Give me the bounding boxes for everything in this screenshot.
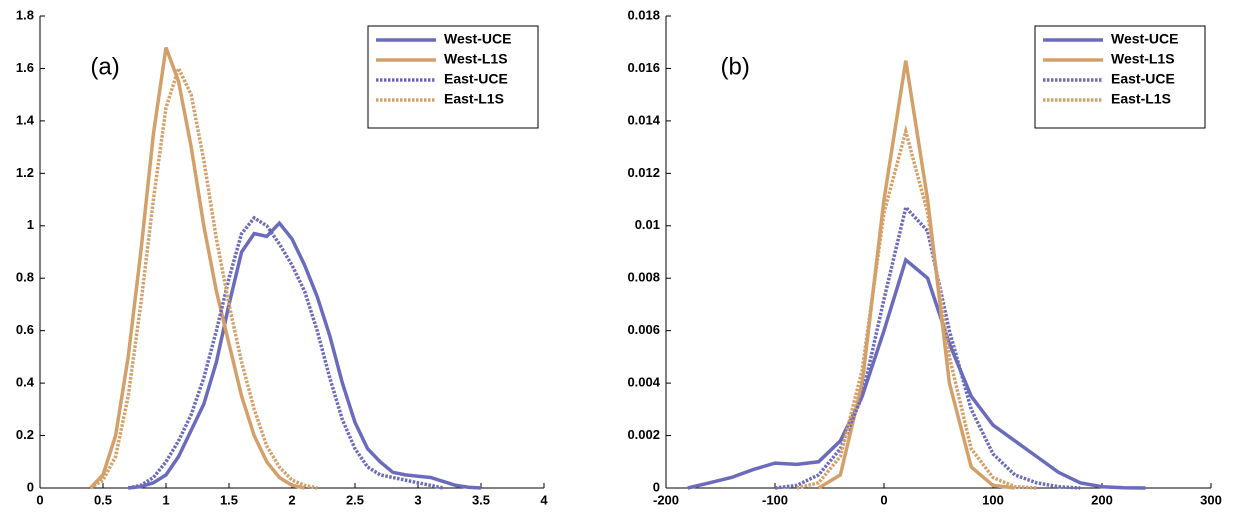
legend-box	[367, 25, 539, 129]
y-tick-label: 0.008	[627, 270, 660, 285]
x-tick-label: 200	[1091, 492, 1113, 507]
x-tick-label: 3	[414, 492, 421, 507]
legend-label: West-L1S	[444, 51, 508, 67]
series-line	[774, 203, 1081, 490]
series-line	[796, 124, 1037, 490]
series-line	[128, 220, 482, 490]
legend-label: East-L1S	[1111, 91, 1171, 107]
annotation: (a)	[90, 53, 119, 80]
legend-label: East-UCE	[444, 71, 508, 87]
series-line	[687, 256, 1146, 490]
x-tick-label: 3.5	[472, 492, 490, 507]
y-tick-label: 1.8	[16, 7, 34, 22]
legend-label: East-UCE	[1111, 71, 1175, 87]
y-tick-label: 0.8	[16, 270, 34, 285]
y-tick-label: 0.01	[635, 217, 660, 232]
series-line	[89, 46, 305, 490]
x-tick-label: -200	[653, 492, 679, 507]
series-line	[89, 63, 318, 490]
x-tick-label: 0	[36, 492, 43, 507]
y-tick-label: 0.6	[16, 322, 34, 337]
y-tick-label: 0.016	[627, 60, 660, 75]
y-tick-label: 0.006	[627, 322, 660, 337]
x-tick-label: 2.5	[346, 492, 364, 507]
y-tick-label: 1	[27, 217, 34, 232]
y-tick-label: 0.018	[627, 7, 660, 22]
y-tick-label: 0.014	[627, 112, 660, 127]
series-line	[817, 60, 1016, 490]
x-tick-label: 1.5	[220, 492, 238, 507]
legend-box	[1034, 25, 1206, 129]
series-line	[127, 215, 444, 490]
x-tick-label: 4	[540, 492, 548, 507]
legend-label: West-L1S	[1111, 51, 1175, 67]
y-tick-label: 1.4	[16, 112, 35, 127]
y-tick-label: 0.004	[627, 375, 660, 390]
y-tick-label: 1.2	[16, 165, 34, 180]
x-tick-label: 1	[162, 492, 169, 507]
y-tick-label: 0.002	[627, 427, 660, 442]
y-tick-label: 0	[27, 479, 34, 494]
annotation: (b)	[721, 53, 750, 80]
x-tick-label: 0.5	[94, 492, 112, 507]
y-tick-label: 1.6	[16, 60, 34, 75]
legend-label: West-UCE	[444, 31, 511, 47]
x-tick-label: 300	[1200, 492, 1222, 507]
y-tick-label: 0.2	[16, 427, 34, 442]
x-tick-label: 0	[880, 492, 887, 507]
y-tick-label: 0	[653, 479, 660, 494]
legend-label: East-L1S	[444, 91, 504, 107]
x-tick-label: -100	[762, 492, 788, 507]
y-tick-label: 0.012	[627, 165, 660, 180]
x-tick-label: 100	[982, 492, 1004, 507]
x-tick-label: 2	[288, 492, 295, 507]
legend-label: West-UCE	[1111, 31, 1178, 47]
y-tick-label: 0.4	[16, 375, 35, 390]
